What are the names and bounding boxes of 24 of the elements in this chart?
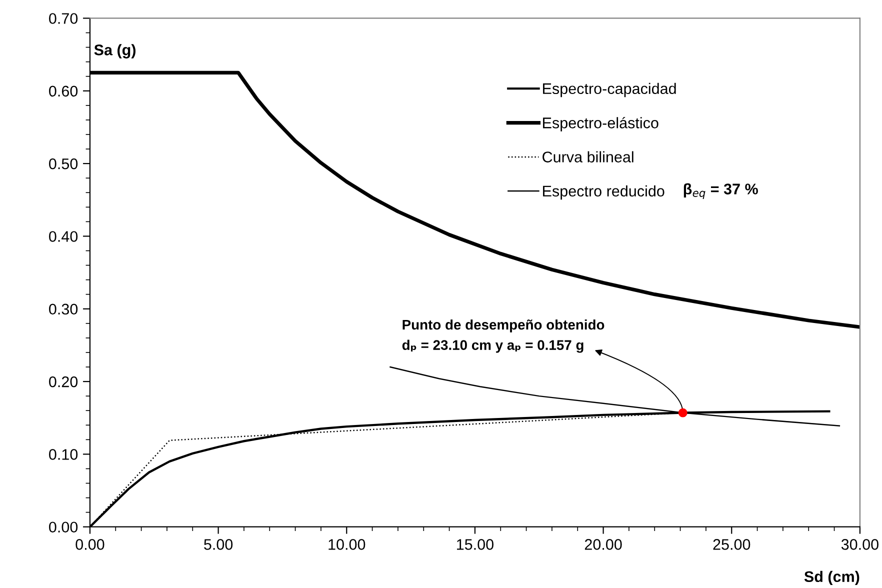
annotation: β$_{eq}$ = 37 % xyxy=(684,183,758,199)
y-tick-label: 0.20 xyxy=(49,376,78,388)
y-tick-label: 0.60 xyxy=(49,86,78,97)
annotation: Punto de desempeño obtenido xyxy=(402,319,604,332)
y-axis-title: Sa (g) xyxy=(94,44,136,58)
y-tick-label: 0.50 xyxy=(49,158,78,170)
y-tick-label: 0.10 xyxy=(49,449,78,460)
y-tick-label: 0.00 xyxy=(49,522,78,533)
x-tick-label: 20.00 xyxy=(584,539,622,550)
x-tick-label: 15.00 xyxy=(457,539,494,550)
x-tick-label: 10.00 xyxy=(328,539,366,550)
legend-label: Curva bilineal xyxy=(542,151,634,162)
x-tick-label: 25.00 xyxy=(713,539,750,550)
x-tick-label: 30.00 xyxy=(841,539,878,550)
legend-label: Espectro-capacidad xyxy=(543,82,676,98)
y-tick-label: 0.70 xyxy=(49,13,78,24)
x-tick-label: 5.00 xyxy=(204,539,233,550)
x-tick-label: 0.00 xyxy=(76,539,104,550)
y-tick-label: 0.40 xyxy=(49,231,78,242)
legend-label: Espectro-elástico xyxy=(543,116,658,132)
x-axis-title: Sd (cm) xyxy=(804,570,860,586)
legend-label: Espectro reducido xyxy=(543,185,664,200)
annotation: dₚ = 23.10 cm y aₚ = 0.157 g xyxy=(402,340,584,353)
y-tick-label: 0.30 xyxy=(49,304,78,315)
